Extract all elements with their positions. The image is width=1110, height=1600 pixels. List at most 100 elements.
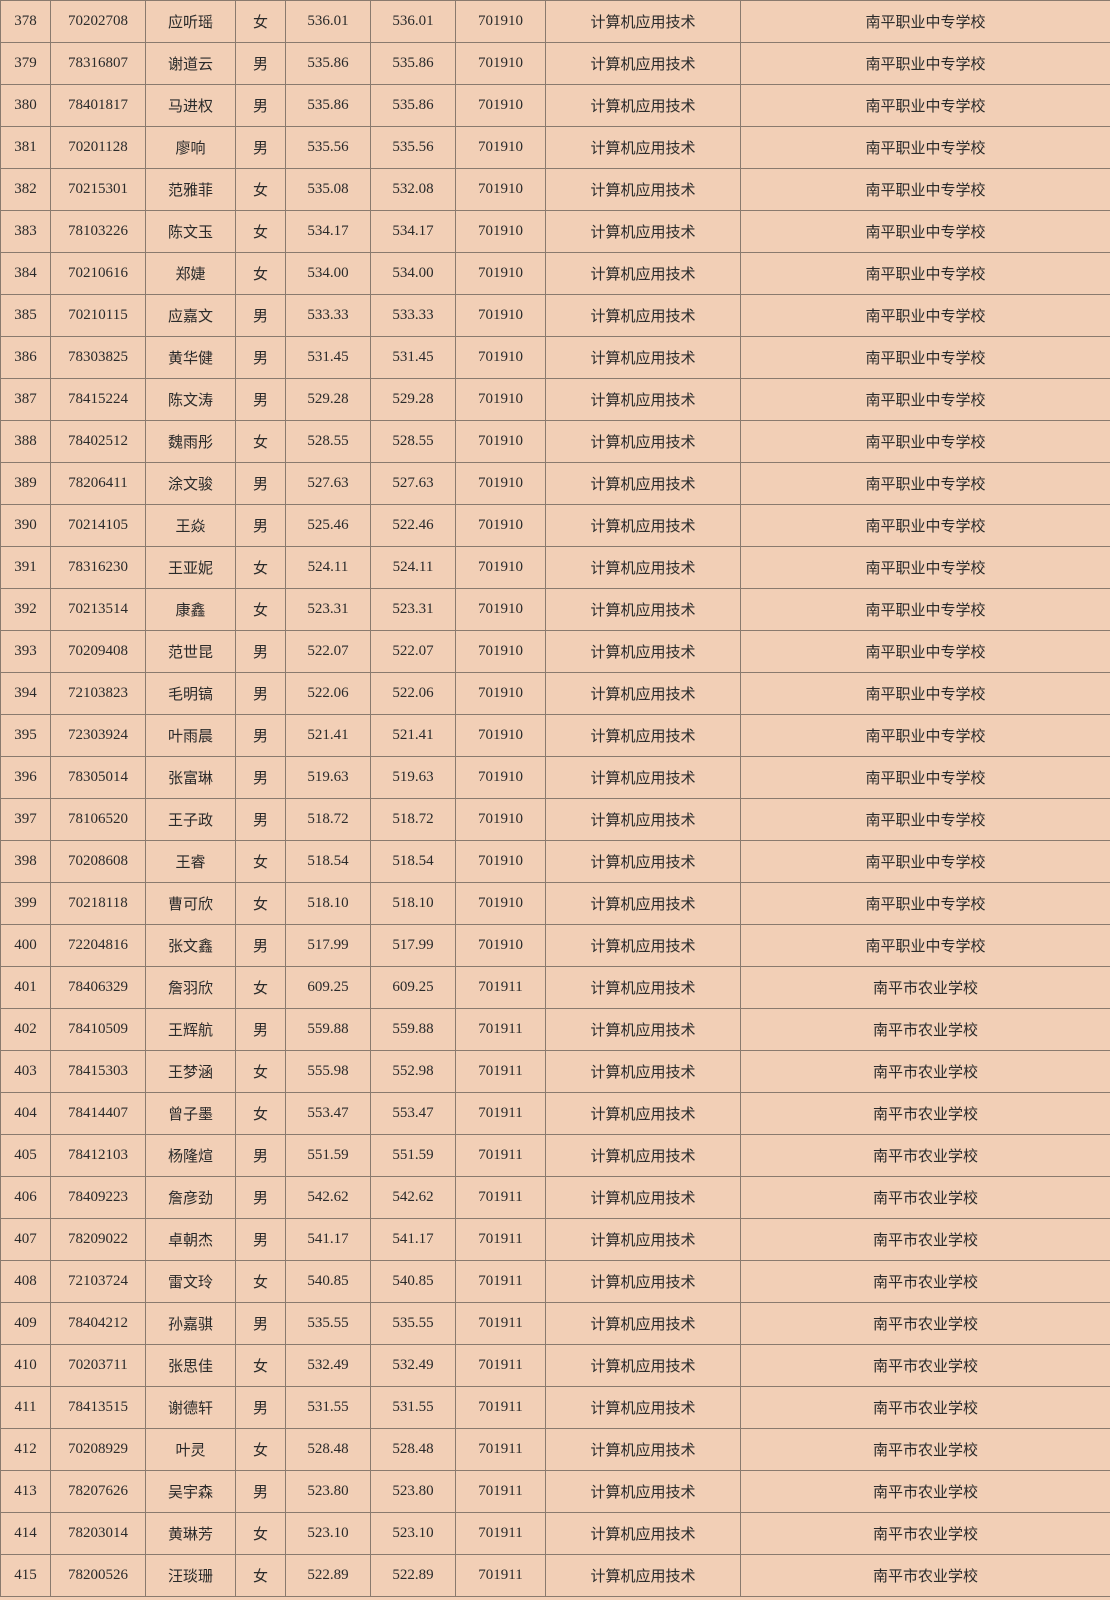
cell-seq: 415 (1, 1555, 51, 1597)
cell-seq: 393 (1, 631, 51, 673)
cell-gender: 女 (236, 1, 286, 43)
cell-code: 701911 (456, 1219, 546, 1261)
cell-gender: 女 (236, 421, 286, 463)
cell-id: 78413515 (51, 1387, 146, 1429)
cell-seq: 401 (1, 967, 51, 1009)
cell-id: 70209408 (51, 631, 146, 673)
cell-name: 王子政 (146, 799, 236, 841)
cell-score1: 523.10 (286, 1513, 371, 1555)
cell-school: 南平市农业学校 (741, 1513, 1110, 1555)
cell-score2: 522.89 (371, 1555, 456, 1597)
cell-name: 范雅菲 (146, 169, 236, 211)
cell-gender: 男 (236, 463, 286, 505)
cell-seq: 378 (1, 1, 51, 43)
cell-gender: 女 (236, 1093, 286, 1135)
cell-id: 78206411 (51, 463, 146, 505)
cell-school: 南平市农业学校 (741, 1387, 1110, 1429)
cell-major: 计算机应用技术 (546, 1219, 741, 1261)
cell-school: 南平职业中专学校 (741, 547, 1110, 589)
table-row: 40178406329詹羽欣女609.25609.25701911计算机应用技术… (1, 967, 1110, 1009)
cell-school: 南平职业中专学校 (741, 253, 1110, 295)
cell-major: 计算机应用技术 (546, 1471, 741, 1513)
cell-seq: 411 (1, 1387, 51, 1429)
cell-score1: 535.86 (286, 43, 371, 85)
cell-seq: 395 (1, 715, 51, 757)
cell-score2: 531.45 (371, 337, 456, 379)
cell-code: 701910 (456, 1, 546, 43)
student-table-container: 37870202708应听瑶女536.01536.01701910计算机应用技术… (0, 0, 1110, 1597)
cell-major: 计算机应用技术 (546, 253, 741, 295)
cell-gender: 男 (236, 127, 286, 169)
table-row: 38170201128廖响男535.56535.56701910计算机应用技术南… (1, 127, 1110, 169)
cell-school: 南平职业中专学校 (741, 169, 1110, 211)
cell-score2: 521.41 (371, 715, 456, 757)
table-row: 39472103823毛明镐男522.06522.06701910计算机应用技术… (1, 673, 1110, 715)
cell-gender: 女 (236, 547, 286, 589)
cell-score1: 517.99 (286, 925, 371, 967)
cell-major: 计算机应用技术 (546, 1009, 741, 1051)
cell-school: 南平职业中专学校 (741, 715, 1110, 757)
cell-score1: 535.08 (286, 169, 371, 211)
cell-score2: 609.25 (371, 967, 456, 1009)
cell-major: 计算机应用技术 (546, 127, 741, 169)
cell-code: 701911 (456, 1135, 546, 1177)
cell-code: 701910 (456, 799, 546, 841)
cell-score1: 609.25 (286, 967, 371, 1009)
cell-school: 南平市农业学校 (741, 1429, 1110, 1471)
cell-id: 78415224 (51, 379, 146, 421)
cell-gender: 男 (236, 1303, 286, 1345)
table-row: 39970218118曹可欣女518.10518.10701910计算机应用技术… (1, 883, 1110, 925)
cell-major: 计算机应用技术 (546, 925, 741, 967)
cell-id: 78106520 (51, 799, 146, 841)
cell-seq: 383 (1, 211, 51, 253)
cell-major: 计算机应用技术 (546, 505, 741, 547)
cell-code: 701910 (456, 169, 546, 211)
cell-code: 701910 (456, 421, 546, 463)
cell-school: 南平市农业学校 (741, 1345, 1110, 1387)
cell-gender: 女 (236, 253, 286, 295)
cell-major: 计算机应用技术 (546, 1555, 741, 1597)
cell-id: 78207626 (51, 1471, 146, 1513)
cell-score1: 542.62 (286, 1177, 371, 1219)
cell-score1: 541.17 (286, 1219, 371, 1261)
cell-school: 南平职业中专学校 (741, 421, 1110, 463)
cell-id: 78316230 (51, 547, 146, 589)
cell-id: 78404212 (51, 1303, 146, 1345)
cell-name: 张思佳 (146, 1345, 236, 1387)
cell-name: 廖响 (146, 127, 236, 169)
cell-major: 计算机应用技术 (546, 1135, 741, 1177)
cell-gender: 女 (236, 1555, 286, 1597)
cell-code: 701910 (456, 253, 546, 295)
cell-major: 计算机应用技术 (546, 1051, 741, 1093)
cell-school: 南平市农业学校 (741, 1303, 1110, 1345)
cell-major: 计算机应用技术 (546, 589, 741, 631)
cell-score2: 531.55 (371, 1387, 456, 1429)
cell-major: 计算机应用技术 (546, 1387, 741, 1429)
cell-name: 汪琰珊 (146, 1555, 236, 1597)
cell-id: 70213514 (51, 589, 146, 631)
cell-score1: 555.98 (286, 1051, 371, 1093)
cell-score1: 522.07 (286, 631, 371, 673)
cell-major: 计算机应用技术 (546, 1093, 741, 1135)
cell-name: 王亚妮 (146, 547, 236, 589)
cell-seq: 385 (1, 295, 51, 337)
cell-gender: 女 (236, 1429, 286, 1471)
cell-name: 黄琳芳 (146, 1513, 236, 1555)
cell-school: 南平职业中专学校 (741, 505, 1110, 547)
table-row: 38570210115应嘉文男533.33533.33701910计算机应用技术… (1, 295, 1110, 337)
table-row: 38678303825黄华健男531.45531.45701910计算机应用技术… (1, 337, 1110, 379)
cell-id: 70215301 (51, 169, 146, 211)
cell-score2: 523.10 (371, 1513, 456, 1555)
cell-name: 郑婕 (146, 253, 236, 295)
cell-school: 南平职业中专学校 (741, 127, 1110, 169)
cell-school: 南平市农业学校 (741, 1219, 1110, 1261)
cell-score1: 523.31 (286, 589, 371, 631)
cell-score2: 523.80 (371, 1471, 456, 1513)
cell-major: 计算机应用技术 (546, 715, 741, 757)
cell-major: 计算机应用技术 (546, 799, 741, 841)
cell-score2: 519.63 (371, 757, 456, 799)
cell-score1: 518.54 (286, 841, 371, 883)
table-row: 40578412103杨隆煊男551.59551.59701911计算机应用技术… (1, 1135, 1110, 1177)
cell-score1: 535.55 (286, 1303, 371, 1345)
cell-major: 计算机应用技术 (546, 673, 741, 715)
